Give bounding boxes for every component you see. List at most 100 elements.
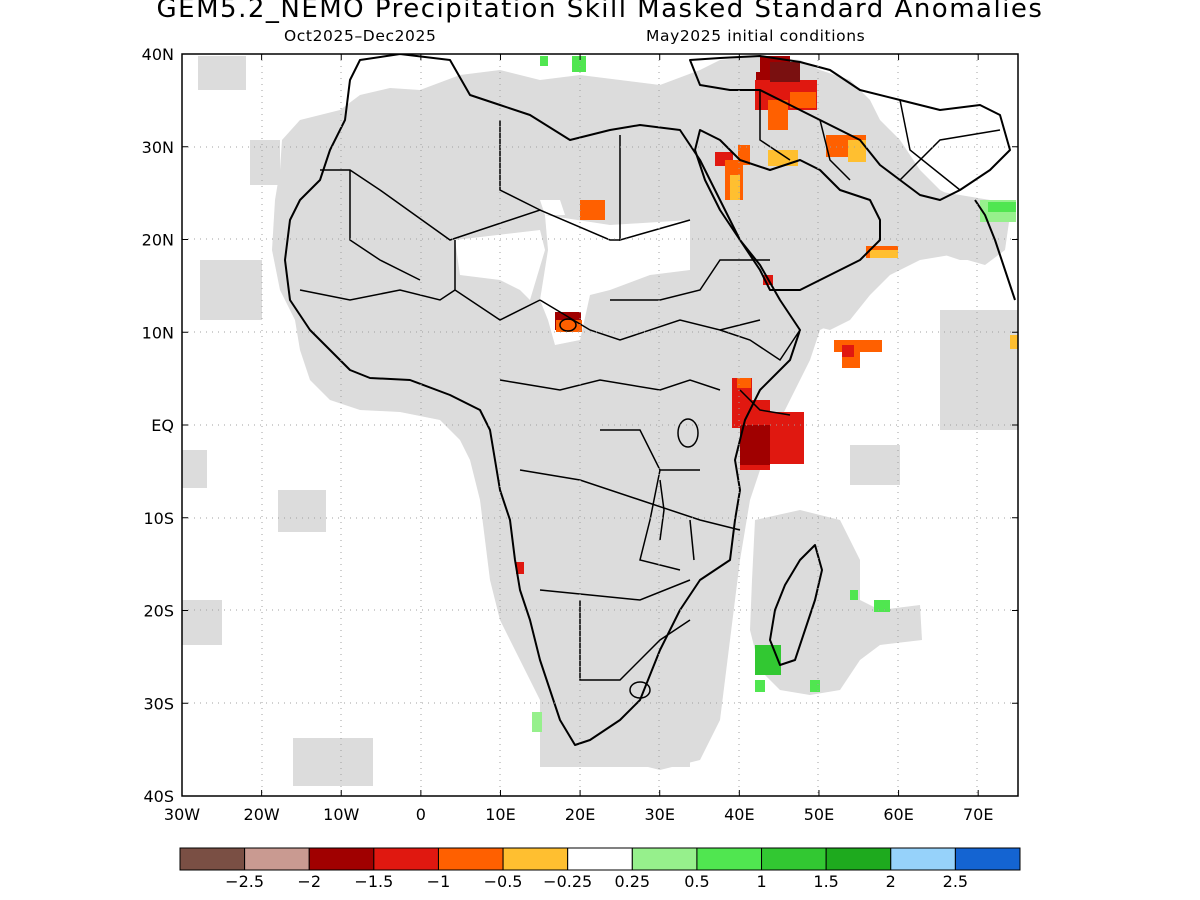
border-15 (759, 90, 791, 161)
land-mask-atlantic-sw (182, 600, 222, 645)
land-mask-india-south (940, 310, 1018, 430)
colorbar (179, 847, 1021, 871)
grid-lines (182, 54, 1018, 796)
colorbar-swatch (373, 847, 439, 871)
patch-saudi-5 (768, 150, 798, 166)
patch-iraq-south (768, 100, 788, 130)
india-coastline (974, 199, 1016, 301)
lon-tick-label: 20E (565, 805, 595, 824)
asia-coastline (689, 55, 1011, 201)
border-12 (739, 389, 791, 416)
colorbar-swatch (696, 847, 763, 871)
patch-kenya-4 (737, 378, 751, 388)
hole-nile (540, 200, 565, 215)
land-mask (182, 56, 1018, 786)
lon-tick-labels: 30W 20W 10W 0 10E 20E 30E 40E 50E 60E 70E (164, 805, 994, 824)
axis-ticks (181, 53, 1018, 797)
colorbar-swatch (954, 847, 1021, 871)
lat-tick-label: 20N (142, 231, 174, 250)
patch-cape-green (532, 712, 542, 732)
africa-coastline (284, 54, 801, 746)
border-6 (499, 379, 721, 391)
colorbar-label: 0.5 (684, 872, 710, 891)
patch-iraq-core (770, 62, 800, 82)
lon-tick-label: 10E (485, 805, 515, 824)
colorbar-label: −0.5 (483, 872, 523, 891)
colorbar-label: −1.5 (354, 872, 394, 891)
lon-tick-label: 60E (883, 805, 913, 824)
lon-tick-label: 30W (164, 805, 200, 824)
country-borders (299, 90, 1001, 681)
land-mask-iberia (198, 56, 246, 90)
patch-madagascar-south-green (810, 680, 820, 692)
lat-tick-label: 40S (143, 787, 174, 806)
lon-tick-label: 70E (963, 805, 993, 824)
madagascar-coastline (769, 544, 823, 666)
border-2 (499, 120, 541, 211)
patch-mediterranean-green-2 (540, 56, 548, 66)
border-9 (579, 600, 691, 681)
colorbar-swatch (244, 847, 310, 871)
subtitle-initial-conditions: May2025 initial conditions (646, 27, 866, 45)
patch-india-green-2 (988, 202, 1016, 212)
lat-tick-labels: 40N 30N 20N 10N EQ 10S 20S 30S 40S (142, 45, 174, 806)
colorbar-label: 1.5 (813, 872, 839, 891)
colorbar-swatch (308, 847, 375, 871)
colorbar-swatch (825, 847, 892, 871)
border-4 (454, 240, 541, 321)
patch-mascarene-green (874, 600, 890, 612)
lake-tanganyika (659, 479, 665, 541)
arabia-coastline (694, 129, 881, 291)
colorbar-label: 2.5 (942, 872, 969, 891)
colorbar-swatch (502, 847, 569, 871)
lake-malawi (689, 519, 695, 561)
land-madagascar-region (750, 510, 922, 695)
lat-tick-label: 30S (143, 694, 174, 713)
border-13 (299, 289, 456, 301)
border-3 (619, 135, 691, 241)
patch-mediterranean-green (572, 56, 586, 72)
patch-oman-2 (870, 250, 898, 258)
anomaly-patches (516, 56, 1018, 732)
colorbar-label: −2 (297, 872, 322, 891)
border-14 (349, 170, 421, 281)
land-mask-atlantic-far-south (293, 738, 373, 786)
border-10 (610, 259, 770, 301)
border-16 (819, 119, 851, 181)
lat-tick-label: 10N (142, 323, 174, 342)
colorbar-swatch (437, 847, 504, 871)
coastlines (284, 54, 1016, 746)
land-mask-cape-verde (200, 260, 262, 320)
colorbar-label: 1 (756, 872, 767, 891)
patch-saudi-4 (730, 175, 740, 200)
land-north-africa (272, 56, 1005, 770)
patch-mozambique-green-2 (755, 680, 765, 692)
colorbar-label: −1 (426, 872, 451, 891)
patch-kenya-dark (740, 425, 770, 465)
border-8 (539, 579, 691, 601)
border-5 (539, 299, 761, 341)
patch-iraq-east (790, 92, 816, 108)
patch-india-tip (1010, 335, 1018, 349)
colorbar-label: −0.25 (543, 872, 593, 891)
colorbar-swatch (890, 847, 956, 871)
border-7 (519, 469, 741, 531)
lon-tick-label: 40E (724, 805, 754, 824)
patch-mascarene-green-2 (850, 590, 858, 600)
border-20 (639, 469, 681, 571)
land-mask-south-tip (540, 695, 690, 767)
border-11 (719, 329, 801, 362)
lat-tick-label: 10S (143, 509, 174, 528)
lat-tick-label: 20S (143, 602, 174, 621)
lon-tick-label: 50E (804, 805, 834, 824)
border-17 (899, 99, 961, 191)
subtitle-period: Oct2025–Dec2025 (284, 27, 437, 45)
patch-mozambique-green (755, 645, 781, 675)
colorbar-swatch (179, 847, 246, 871)
patch-libya (580, 200, 605, 220)
patch-angola (516, 562, 524, 574)
colorbar-label: −2.5 (225, 872, 265, 891)
land-mask-seychelles (850, 445, 900, 485)
colorbar-label: 0.25 (614, 872, 651, 891)
